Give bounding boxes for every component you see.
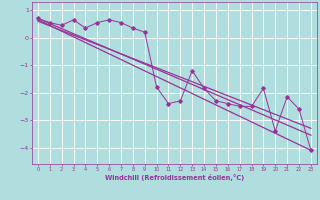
X-axis label: Windchill (Refroidissement éolien,°C): Windchill (Refroidissement éolien,°C): [105, 174, 244, 181]
